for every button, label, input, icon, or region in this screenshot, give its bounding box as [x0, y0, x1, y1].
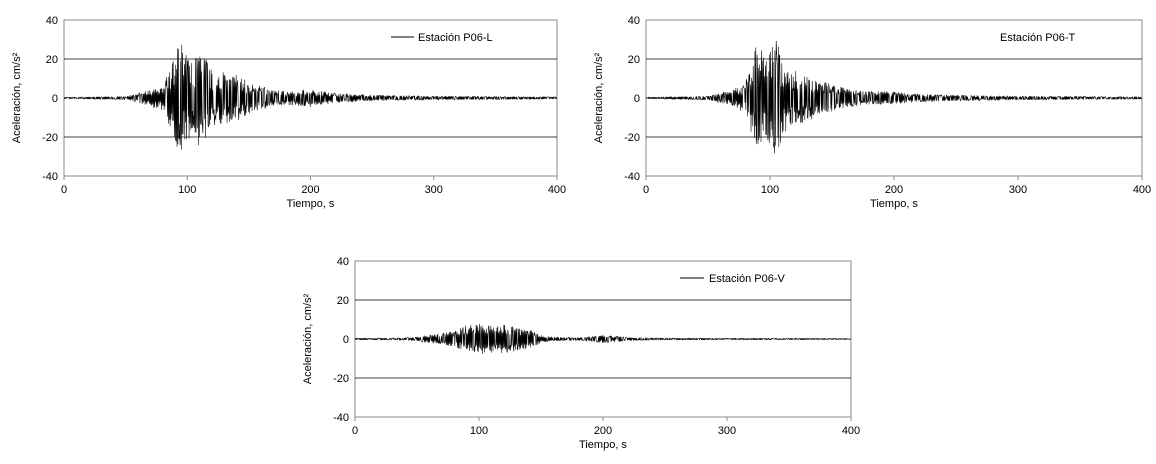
x-tick-label: 200 — [301, 184, 319, 196]
x-tick-label: 0 — [352, 425, 358, 437]
y-axis-label: Aceleración, cm/s² — [302, 293, 314, 384]
legend: Estación P06-L — [391, 32, 493, 44]
x-tick-label: 400 — [842, 425, 860, 437]
x-tick-label: 100 — [761, 184, 779, 196]
y-tick-label: 20 — [337, 295, 349, 307]
y-tick-label: -40 — [624, 171, 640, 183]
y-tick-label: 0 — [634, 93, 640, 105]
x-tick-label: 100 — [178, 184, 196, 196]
y-tick-label: 40 — [628, 15, 640, 27]
x-axis-label: Tiempo, s — [579, 439, 627, 451]
y-axis-label: Aceleración, cm/s² — [593, 52, 605, 143]
legend-label: Estación P06-V — [709, 273, 785, 285]
x-axis-label: Tiempo, s — [287, 198, 335, 210]
legend-label: Estación P06-L — [418, 32, 493, 44]
y-axis-label: Aceleración, cm/s² — [11, 52, 23, 143]
x-tick-label: 400 — [548, 184, 566, 196]
x-tick-label: 200 — [594, 425, 612, 437]
x-tick-label: 0 — [61, 184, 67, 196]
x-tick-label: 100 — [470, 425, 488, 437]
x-tick-label: 300 — [1009, 184, 1027, 196]
x-tick-label: 300 — [425, 184, 443, 196]
y-tick-label: -40 — [333, 412, 349, 424]
y-tick-label: -20 — [42, 132, 58, 144]
y-tick-label: -40 — [42, 171, 58, 183]
y-tick-label: 40 — [337, 256, 349, 268]
series-line — [354, 323, 851, 354]
legend: Estación P06-V — [680, 273, 785, 285]
y-tick-label: -20 — [624, 132, 640, 144]
y-tick-label: 20 — [46, 54, 58, 66]
x-tick-label: 200 — [885, 184, 903, 196]
y-tick-label: -20 — [333, 373, 349, 385]
legend: Estación P06-T — [1000, 32, 1075, 44]
x-tick-label: 300 — [718, 425, 736, 437]
y-tick-label: 0 — [52, 93, 58, 105]
y-tick-label: 20 — [628, 54, 640, 66]
y-tick-label: 40 — [46, 15, 58, 27]
y-tick-label: 0 — [343, 334, 349, 346]
legend-label: Estación P06-T — [1000, 32, 1075, 44]
x-tick-label: 0 — [643, 184, 649, 196]
x-tick-label: 400 — [1133, 184, 1151, 196]
series-line — [645, 40, 1142, 154]
series-line — [63, 44, 557, 150]
x-axis-label: Tiempo, s — [870, 198, 918, 210]
